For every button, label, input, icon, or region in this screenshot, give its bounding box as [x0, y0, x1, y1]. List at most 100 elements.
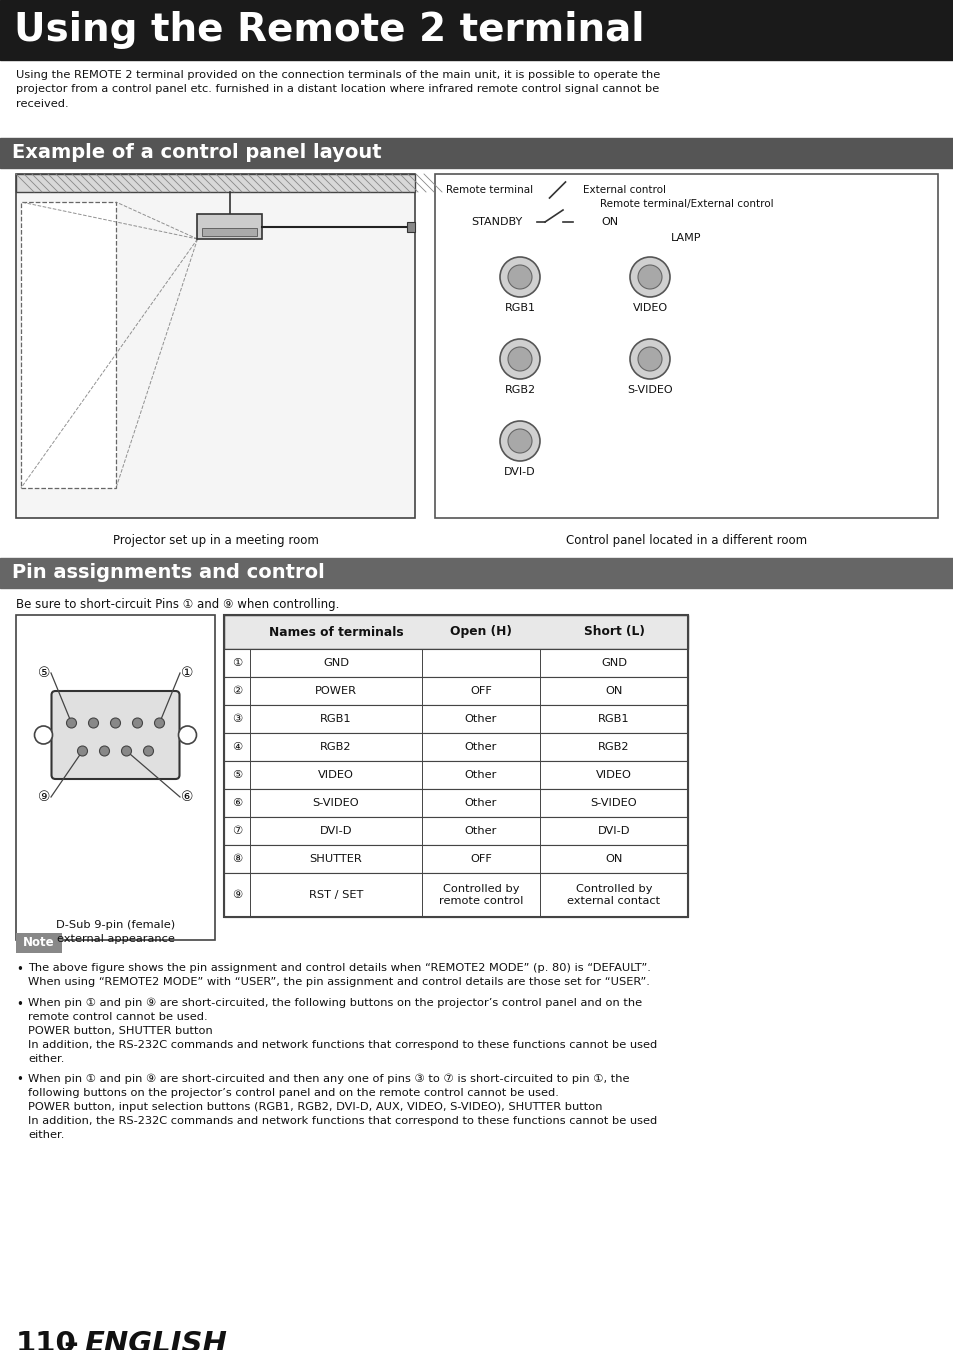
- Text: ②: ②: [232, 686, 242, 697]
- Text: ⑨: ⑨: [232, 890, 242, 900]
- Circle shape: [89, 718, 98, 728]
- Text: ⑧: ⑧: [232, 855, 242, 864]
- Text: Pin assignments and control: Pin assignments and control: [12, 563, 324, 582]
- Bar: [407, 221, 415, 231]
- Text: Control panel located in a different room: Control panel located in a different roo…: [565, 535, 806, 547]
- Text: ON: ON: [604, 855, 622, 864]
- Text: ⑤: ⑤: [232, 769, 242, 780]
- Bar: [224, 761, 687, 788]
- Bar: [224, 788, 687, 817]
- Text: Other: Other: [464, 798, 497, 809]
- Text: Using the Remote 2 terminal: Using the Remote 2 terminal: [14, 11, 644, 49]
- Text: Names of terminals: Names of terminals: [269, 625, 403, 639]
- Text: Controlled by
remote control: Controlled by remote control: [438, 884, 522, 906]
- Text: Other: Other: [464, 769, 497, 780]
- Text: RGB1: RGB1: [504, 302, 535, 313]
- Circle shape: [178, 726, 196, 744]
- Circle shape: [638, 347, 661, 371]
- Circle shape: [499, 421, 539, 460]
- Text: ①: ①: [180, 666, 193, 680]
- Text: DVI-D: DVI-D: [503, 467, 536, 477]
- Text: GND: GND: [323, 657, 349, 668]
- Text: Using the REMOTE 2 terminal provided on the connection terminals of the main uni: Using the REMOTE 2 terminal provided on …: [16, 70, 659, 109]
- Text: VIDEO: VIDEO: [317, 769, 354, 780]
- Text: DVI-D: DVI-D: [598, 826, 630, 836]
- Text: OFF: OFF: [470, 686, 492, 697]
- Text: ⑤: ⑤: [38, 666, 51, 680]
- Text: VIDEO: VIDEO: [596, 769, 631, 780]
- Bar: [197, 215, 262, 239]
- Text: OFF: OFF: [470, 855, 492, 864]
- Text: Other: Other: [464, 743, 497, 752]
- FancyBboxPatch shape: [51, 691, 179, 779]
- Text: S-VIDEO: S-VIDEO: [626, 385, 672, 396]
- Text: RGB1: RGB1: [598, 714, 629, 724]
- Circle shape: [154, 718, 164, 728]
- Text: ⑥: ⑥: [232, 798, 242, 809]
- Circle shape: [143, 747, 153, 756]
- Bar: [224, 616, 687, 649]
- Circle shape: [77, 747, 88, 756]
- Circle shape: [638, 265, 661, 289]
- Text: ON: ON: [600, 217, 618, 227]
- Circle shape: [629, 256, 669, 297]
- Text: DVI-D: DVI-D: [319, 826, 352, 836]
- Text: external appearance: external appearance: [56, 934, 174, 944]
- Text: ⑦: ⑦: [232, 826, 242, 836]
- Text: Remote terminal: Remote terminal: [446, 185, 533, 194]
- Circle shape: [121, 747, 132, 756]
- Bar: [224, 845, 687, 873]
- Text: –: –: [54, 1330, 89, 1350]
- Text: LAMP: LAMP: [671, 234, 701, 243]
- Bar: [0, 138, 953, 167]
- Bar: [0, 0, 953, 59]
- Text: Note: Note: [23, 937, 54, 949]
- Text: Open (H): Open (H): [450, 625, 512, 639]
- Circle shape: [499, 256, 539, 297]
- Text: RGB2: RGB2: [320, 743, 352, 752]
- Bar: [224, 616, 687, 917]
- Bar: [16, 933, 62, 953]
- Text: Controlled by
external contact: Controlled by external contact: [567, 884, 659, 906]
- Text: Be sure to short-circuit Pins ① and ⑨ when controlling.: Be sure to short-circuit Pins ① and ⑨ wh…: [16, 598, 339, 612]
- Circle shape: [67, 718, 76, 728]
- Circle shape: [629, 339, 669, 379]
- Bar: [224, 817, 687, 845]
- Bar: [21, 202, 116, 487]
- Bar: [202, 228, 257, 236]
- Text: RGB1: RGB1: [320, 714, 352, 724]
- Text: External control: External control: [583, 185, 666, 194]
- Text: Other: Other: [464, 826, 497, 836]
- Text: 110: 110: [16, 1330, 76, 1350]
- Text: Other: Other: [464, 714, 497, 724]
- Text: VIDEO: VIDEO: [632, 302, 667, 313]
- Circle shape: [99, 747, 110, 756]
- Text: ENGLISH: ENGLISH: [84, 1330, 227, 1350]
- Bar: [0, 558, 953, 589]
- Text: ⑨: ⑨: [38, 790, 51, 805]
- Circle shape: [507, 265, 532, 289]
- Text: Remote terminal/External control: Remote terminal/External control: [599, 198, 773, 209]
- Bar: [224, 733, 687, 761]
- Text: The above figure shows the pin assignment and control details when “REMOTE2 MODE: The above figure shows the pin assignmen…: [28, 963, 650, 987]
- Circle shape: [132, 718, 142, 728]
- Bar: [16, 616, 214, 940]
- Text: Example of a control panel layout: Example of a control panel layout: [12, 143, 381, 162]
- Text: S-VIDEO: S-VIDEO: [590, 798, 637, 809]
- Text: STANDBY: STANDBY: [471, 217, 522, 227]
- Text: SHUTTER: SHUTTER: [310, 855, 362, 864]
- Text: ③: ③: [232, 714, 242, 724]
- Text: •: •: [16, 1073, 23, 1087]
- Text: POWER: POWER: [314, 686, 356, 697]
- Text: When pin ① and pin ⑨ are short-circuited, the following buttons on the projector: When pin ① and pin ⑨ are short-circuited…: [28, 998, 657, 1064]
- Text: When pin ① and pin ⑨ are short-circuited and then any one of pins ③ to ⑦ is shor: When pin ① and pin ⑨ are short-circuited…: [28, 1073, 657, 1139]
- Text: •: •: [16, 998, 23, 1011]
- Text: D-Sub 9-pin (female): D-Sub 9-pin (female): [56, 919, 175, 930]
- Text: Projector set up in a meeting room: Projector set up in a meeting room: [112, 535, 318, 547]
- Text: S-VIDEO: S-VIDEO: [313, 798, 359, 809]
- Text: GND: GND: [600, 657, 626, 668]
- Bar: [435, 174, 937, 518]
- Text: •: •: [16, 963, 23, 976]
- Text: ⑥: ⑥: [180, 790, 193, 805]
- Bar: [16, 174, 415, 192]
